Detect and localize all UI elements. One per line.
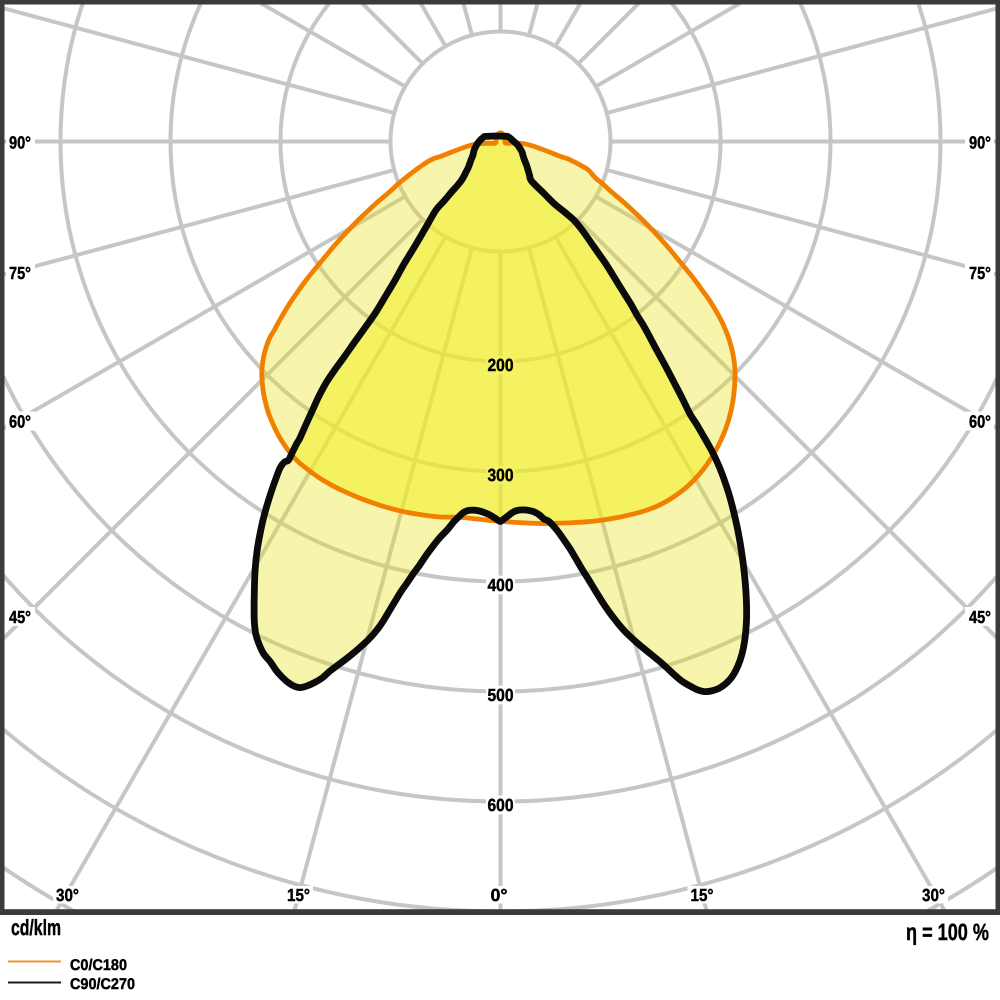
svg-text:0°: 0° [491,885,508,905]
svg-text:45°: 45° [9,607,31,627]
svg-text:15°: 15° [691,885,714,905]
svg-text:C0/C180: C0/C180 [70,957,127,974]
svg-text:75°: 75° [969,263,991,283]
svg-text:90°: 90° [9,132,31,152]
svg-text:600: 600 [488,795,514,815]
svg-text:200: 200 [488,355,514,375]
svg-text:90°: 90° [969,132,991,152]
svg-text:75°: 75° [9,263,31,283]
svg-text:45°: 45° [969,607,991,627]
svg-text:cd/klm: cd/klm [11,915,61,940]
svg-text:15°: 15° [287,885,310,905]
svg-text:300: 300 [488,465,514,485]
svg-text:30°: 30° [56,885,79,905]
svg-text:C90/C270: C90/C270 [70,976,135,993]
svg-text:30°: 30° [922,885,945,905]
svg-text:60°: 60° [9,411,31,431]
svg-text:500: 500 [488,685,514,705]
svg-text:400: 400 [488,575,514,595]
svg-text:60°: 60° [969,411,991,431]
svg-text:η = 100 %: η = 100 % [906,919,989,945]
